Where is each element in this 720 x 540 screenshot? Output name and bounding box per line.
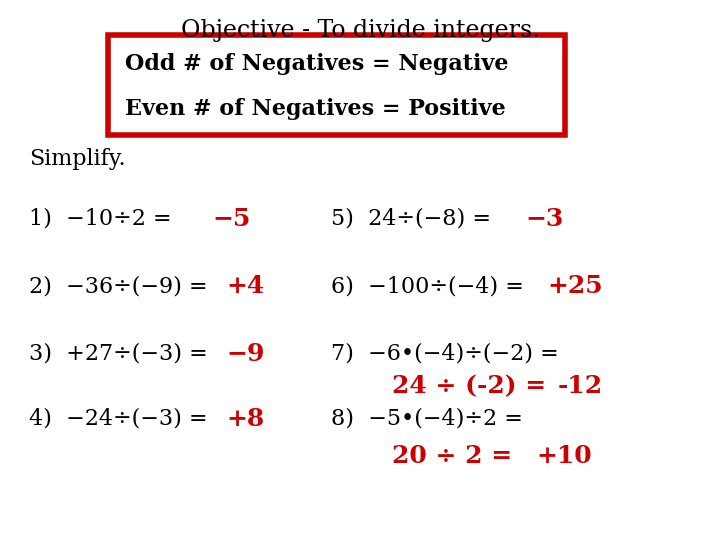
Text: −5: −5	[212, 207, 251, 231]
Text: 6)  −100÷(−4) =: 6) −100÷(−4) =	[331, 275, 524, 297]
Text: Odd # of Negatives = Negative: Odd # of Negatives = Negative	[125, 53, 508, 75]
Text: 20 ÷ 2 =: 20 ÷ 2 =	[392, 444, 513, 468]
Text: +25: +25	[547, 274, 603, 298]
Text: Objective - To divide integers.: Objective - To divide integers.	[181, 19, 539, 42]
Text: -12: -12	[558, 374, 603, 398]
Text: 1)  −10÷2 =: 1) −10÷2 =	[29, 208, 171, 230]
Text: 8)  −5•(−4)÷2 =: 8) −5•(−4)÷2 =	[331, 408, 523, 429]
Text: Even # of Negatives = Positive: Even # of Negatives = Positive	[125, 98, 505, 120]
Text: 2)  −36÷(−9) =: 2) −36÷(−9) =	[29, 275, 207, 297]
FancyBboxPatch shape	[108, 35, 565, 135]
Text: 7)  −6•(−4)÷(−2) =: 7) −6•(−4)÷(−2) =	[331, 343, 559, 364]
Text: Simplify.: Simplify.	[29, 148, 125, 171]
Text: 24 ÷ (-2) =: 24 ÷ (-2) =	[392, 374, 546, 398]
Text: −3: −3	[526, 207, 564, 231]
Text: +10: +10	[536, 444, 592, 468]
Text: 5)  24÷(−8) =: 5) 24÷(−8) =	[331, 208, 491, 230]
Text: 4)  −24÷(−3) =: 4) −24÷(−3) =	[29, 408, 207, 429]
Text: +8: +8	[227, 407, 265, 430]
Text: −9: −9	[227, 342, 265, 366]
Text: 3)  +27÷(−3) =: 3) +27÷(−3) =	[29, 343, 207, 364]
Text: +4: +4	[227, 274, 265, 298]
